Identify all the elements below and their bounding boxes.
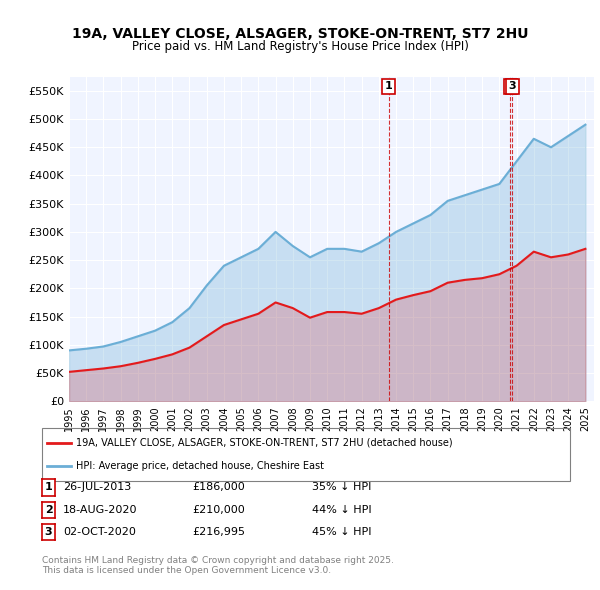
Text: 44% ↓ HPI: 44% ↓ HPI: [312, 505, 371, 514]
Text: 26-JUL-2013: 26-JUL-2013: [63, 483, 131, 492]
Text: 02-OCT-2020: 02-OCT-2020: [63, 527, 136, 537]
Text: 1: 1: [45, 483, 52, 492]
Text: Price paid vs. HM Land Registry's House Price Index (HPI): Price paid vs. HM Land Registry's House …: [131, 40, 469, 53]
Text: Contains HM Land Registry data © Crown copyright and database right 2025.
This d: Contains HM Land Registry data © Crown c…: [42, 556, 394, 575]
Text: 18-AUG-2020: 18-AUG-2020: [63, 505, 137, 514]
Text: 19A, VALLEY CLOSE, ALSAGER, STOKE-ON-TRENT, ST7 2HU (detached house): 19A, VALLEY CLOSE, ALSAGER, STOKE-ON-TRE…: [76, 438, 453, 448]
Text: 2: 2: [506, 81, 514, 91]
Text: 3: 3: [508, 81, 516, 91]
Text: 1: 1: [385, 81, 392, 91]
Text: £216,995: £216,995: [192, 527, 245, 537]
Text: 45% ↓ HPI: 45% ↓ HPI: [312, 527, 371, 537]
Text: £186,000: £186,000: [192, 483, 245, 492]
Text: 2: 2: [45, 505, 52, 514]
Text: HPI: Average price, detached house, Cheshire East: HPI: Average price, detached house, Ches…: [76, 461, 325, 471]
Text: 3: 3: [45, 527, 52, 537]
Text: 19A, VALLEY CLOSE, ALSAGER, STOKE-ON-TRENT, ST7 2HU: 19A, VALLEY CLOSE, ALSAGER, STOKE-ON-TRE…: [72, 27, 528, 41]
Text: 35% ↓ HPI: 35% ↓ HPI: [312, 483, 371, 492]
Text: £210,000: £210,000: [192, 505, 245, 514]
